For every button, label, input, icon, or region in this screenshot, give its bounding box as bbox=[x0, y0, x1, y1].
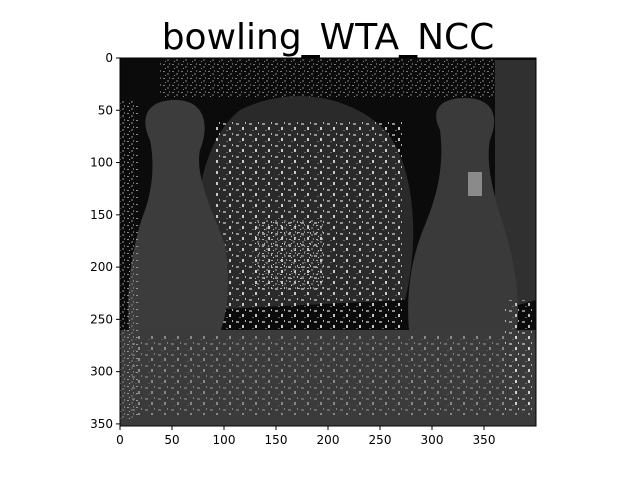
y-tick-label: 250 bbox=[90, 312, 113, 326]
y-tick-label: 300 bbox=[90, 365, 113, 379]
figure-title: bowling_WTA_NCC bbox=[162, 17, 495, 58]
x-tick-label: 100 bbox=[213, 433, 236, 447]
x-tick-label: 150 bbox=[265, 433, 288, 447]
x-tick-label: 0 bbox=[116, 433, 124, 447]
x-tick-label: 250 bbox=[369, 433, 392, 447]
right-edge-noise bbox=[505, 300, 535, 410]
y-tick-label: 50 bbox=[98, 103, 113, 117]
y-tick-label: 350 bbox=[90, 417, 113, 431]
top-noise-band bbox=[160, 58, 500, 98]
ball-speckle-dense bbox=[255, 220, 325, 290]
x-tick-label: 300 bbox=[421, 433, 444, 447]
depth-map-image bbox=[120, 58, 536, 426]
y-tick-label: 100 bbox=[90, 156, 113, 170]
right-pin-highlight bbox=[468, 172, 482, 196]
left-edge-noise bbox=[120, 100, 138, 420]
y-tick-label: 150 bbox=[90, 208, 113, 222]
x-tick-label: 50 bbox=[164, 433, 179, 447]
x-tick-label: 200 bbox=[317, 433, 340, 447]
x-axis-ticks: 0 50 100 150 200 250 300 350 bbox=[116, 426, 495, 447]
y-axis-ticks: 0 50 100 150 200 250 300 350 bbox=[90, 51, 120, 431]
y-tick-label: 200 bbox=[90, 260, 113, 274]
floor-speckle bbox=[130, 335, 530, 415]
x-tick-label: 350 bbox=[473, 433, 496, 447]
right-pin-region bbox=[408, 98, 518, 340]
y-tick-label: 0 bbox=[105, 51, 113, 65]
left-pin-region bbox=[128, 100, 228, 340]
